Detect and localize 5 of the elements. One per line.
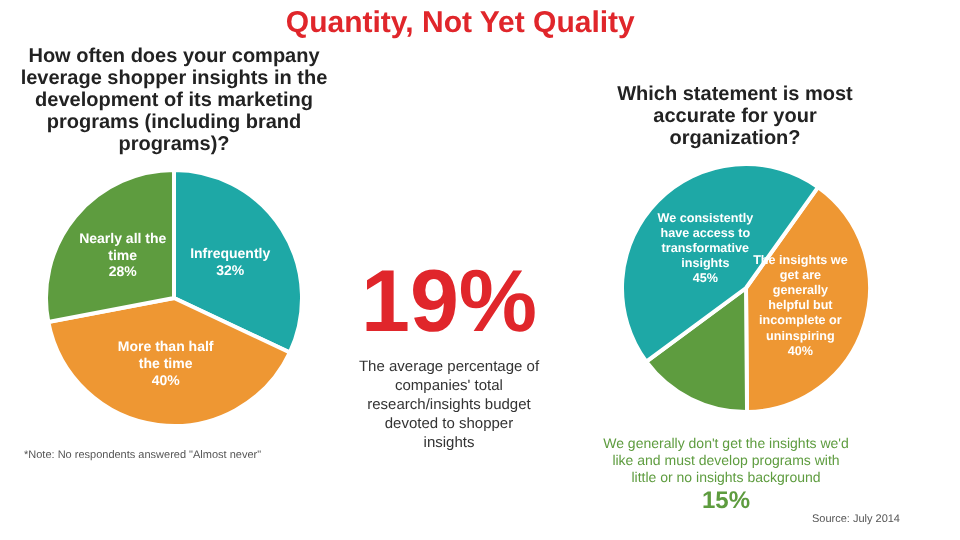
chart-title: Which statement is most accurate for your organization? — [617, 84, 855, 150]
chart-title: How often does your company leverage shopper insights in the development of its marketing programs (including brand programs)? — [20, 46, 329, 156]
text: 19% — [360, 252, 538, 351]
text: Quantity, Not Yet Quality — [285, 6, 637, 40]
data-label: 15% — [701, 486, 751, 514]
